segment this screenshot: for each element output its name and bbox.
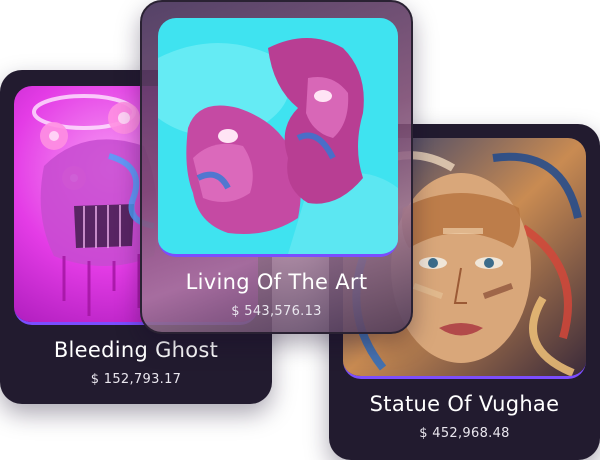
portrait-art-image (343, 138, 586, 379)
card-title: Bleeding Ghost (53, 338, 219, 362)
card-title: Living Of The Art (185, 270, 368, 294)
card-price: $ 452,968.48 (419, 426, 510, 441)
card-price: $ 543,576.13 (231, 304, 322, 319)
nft-card-living-of-the-art[interactable]: Living Of The Art $ 543,576.13 (140, 0, 413, 334)
face-sculpture-art-image (158, 18, 398, 257)
card-title: Statue Of Vughae (369, 392, 560, 416)
card-price: $ 152,793.17 (90, 372, 182, 387)
